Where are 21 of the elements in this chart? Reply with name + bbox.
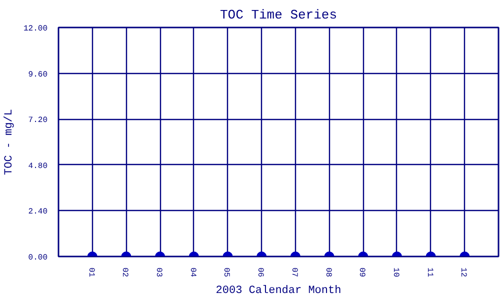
x-tick-label: 02 xyxy=(120,268,130,278)
x-axis-title: 2003 Calendar Month xyxy=(216,285,342,298)
y-axis-title: TOC - mg/L xyxy=(3,108,16,176)
x-tick-label: 06 xyxy=(256,268,265,278)
x-tick-label: 01 xyxy=(86,268,96,278)
y-tick-label: 2.40 xyxy=(28,208,48,217)
x-tick-label: 04 xyxy=(188,268,197,278)
x-tick-label: 07 xyxy=(289,268,298,278)
y-tick-label: 0.00 xyxy=(28,254,48,262)
x-tick-label: 03 xyxy=(154,268,164,278)
chart-title: TOC Time Series xyxy=(220,8,338,22)
x-tick-label: 12 xyxy=(458,268,468,278)
x-tick-label: 11 xyxy=(424,268,434,278)
x-tick-label: 08 xyxy=(323,268,332,278)
x-tick-label: 09 xyxy=(357,268,366,278)
y-tick-label: 7.20 xyxy=(28,116,48,126)
x-tick-label: 10 xyxy=(390,268,400,278)
y-tick-label: 9.60 xyxy=(28,70,48,80)
x-tick-label: 05 xyxy=(222,268,231,278)
y-tick-label: 4.80 xyxy=(28,162,48,171)
y-tick-label: 12.00 xyxy=(23,24,48,34)
